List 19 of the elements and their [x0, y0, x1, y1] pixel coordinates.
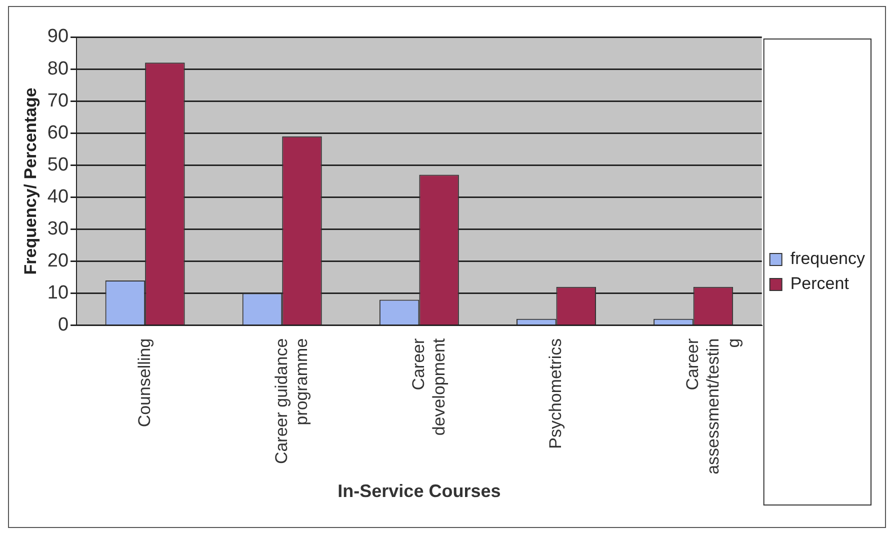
x-axis-title: In-Service Courses [338, 481, 501, 502]
y-tick-label: 70 [47, 90, 69, 112]
y-tick-label: 40 [47, 186, 69, 208]
y-tick-label: 20 [47, 250, 69, 272]
x-tick-label: Career guidance programme [272, 338, 312, 464]
y-tick-label: 30 [47, 218, 69, 240]
y-axis-title: Frequency/ Percentage [20, 88, 40, 275]
y-tick-label: 90 [47, 26, 69, 48]
x-tick-label: Psychometrics [546, 338, 565, 449]
legend-label: frequency [790, 249, 866, 268]
y-tick-label: 10 [47, 282, 69, 304]
x-tick-label: Counselling [134, 338, 154, 428]
legend-label: Percent [790, 274, 850, 294]
y-tick-label: 0 [58, 314, 69, 336]
y-tick-label: 50 [47, 154, 69, 176]
y-tick-label: 80 [47, 58, 69, 80]
x-tick-label: Career development [408, 338, 448, 436]
y-tick-label: 60 [47, 122, 69, 144]
x-tick-label: Career assessment/testing [683, 338, 743, 474]
